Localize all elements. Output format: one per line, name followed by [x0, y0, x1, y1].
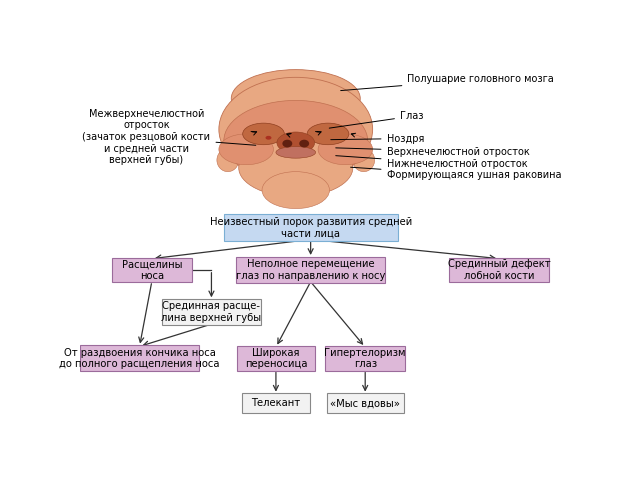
Text: Телекант: Телекант — [252, 398, 301, 408]
Text: Верхнечелюстной отросток: Верхнечелюстной отросток — [336, 146, 529, 156]
Ellipse shape — [217, 148, 239, 172]
FancyBboxPatch shape — [223, 214, 397, 240]
Text: Формирующаяся ушная раковина: Формирующаяся ушная раковина — [351, 167, 561, 180]
Text: Нижнечелюстной отросток: Нижнечелюстной отросток — [336, 156, 527, 169]
FancyBboxPatch shape — [242, 394, 310, 413]
FancyBboxPatch shape — [80, 346, 199, 372]
Ellipse shape — [262, 172, 330, 208]
Text: Срединный дефект
лобной кости: Срединный дефект лобной кости — [448, 259, 550, 280]
Text: Межверхнечелюстной
отросток
(зачаток резцовой кости
и средней части
верхней губы: Межверхнечелюстной отросток (зачаток рез… — [83, 109, 256, 165]
FancyBboxPatch shape — [237, 346, 315, 370]
Ellipse shape — [239, 139, 353, 196]
FancyBboxPatch shape — [161, 299, 261, 326]
Text: Глаз: Глаз — [329, 111, 424, 128]
FancyBboxPatch shape — [112, 258, 192, 282]
Ellipse shape — [243, 123, 284, 144]
Ellipse shape — [353, 148, 374, 172]
Text: Широкая
переносица: Широкая переносица — [244, 348, 307, 369]
FancyBboxPatch shape — [236, 256, 385, 283]
Ellipse shape — [300, 140, 309, 147]
Text: Неполное перемещение
глаз по направлению к носу: Неполное перемещение глаз по направлению… — [236, 259, 385, 280]
Ellipse shape — [276, 146, 316, 158]
Ellipse shape — [277, 132, 315, 154]
Text: Неизвестный порок развития средней
части лица: Неизвестный порок развития средней части… — [209, 216, 412, 238]
Ellipse shape — [282, 140, 292, 147]
Ellipse shape — [266, 136, 271, 140]
FancyBboxPatch shape — [449, 258, 549, 282]
Text: Ноздря: Ноздря — [331, 134, 424, 143]
Text: «Мыс вдовы»: «Мыс вдовы» — [330, 398, 400, 408]
Text: Расщелины
носа: Расщелины носа — [122, 259, 182, 280]
Ellipse shape — [231, 70, 360, 128]
Text: Полушарие головного мозга: Полушарие головного мозга — [340, 74, 554, 90]
Text: От раздвоения кончика носа
до полного расщепления носа: От раздвоения кончика носа до полного ра… — [60, 348, 220, 369]
Text: Гипертелоризм
глаз: Гипертелоризм глаз — [324, 348, 406, 369]
Ellipse shape — [318, 134, 372, 164]
Ellipse shape — [219, 134, 273, 164]
FancyBboxPatch shape — [326, 394, 404, 413]
FancyBboxPatch shape — [325, 346, 405, 370]
Ellipse shape — [224, 100, 367, 182]
Ellipse shape — [307, 123, 349, 144]
Text: Срединная расще-
лина верхней губы: Срединная расще- лина верхней губы — [161, 302, 262, 323]
Ellipse shape — [219, 78, 372, 182]
